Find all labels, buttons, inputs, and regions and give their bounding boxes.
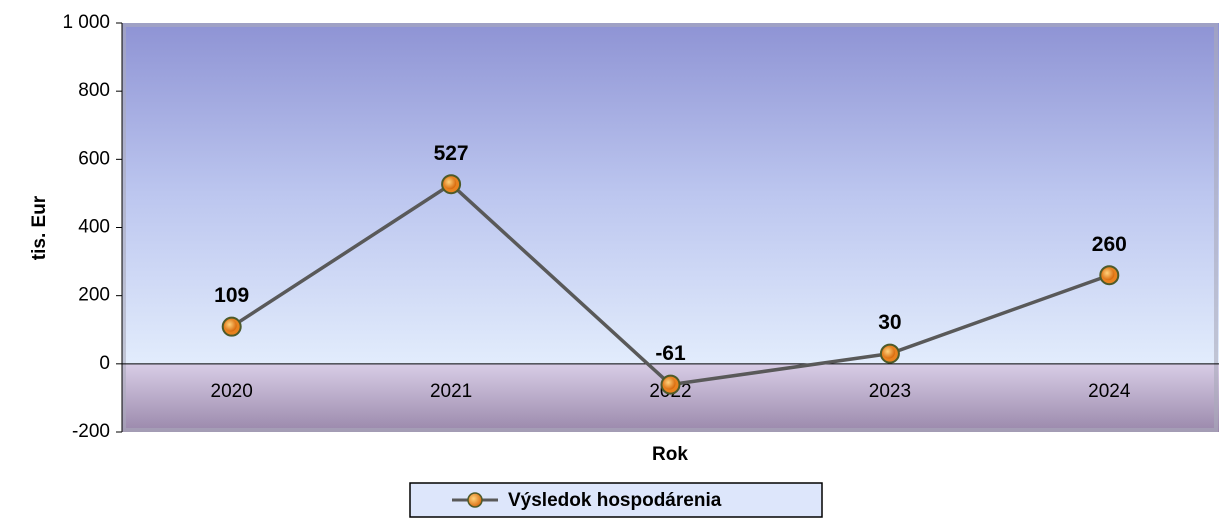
marker-highlight bbox=[444, 177, 457, 190]
y-tick-label: 400 bbox=[78, 217, 110, 238]
plot-area bbox=[121, 23, 1219, 432]
y-tick-label: 0 bbox=[99, 353, 110, 374]
data-label: 109 bbox=[214, 284, 249, 307]
legend-label: Výsledok hospodárenia bbox=[508, 490, 722, 511]
data-label: -61 bbox=[655, 342, 686, 365]
marker-highlight bbox=[224, 319, 237, 332]
y-tick-label: 800 bbox=[78, 80, 110, 101]
x-tick-label: 2023 bbox=[869, 381, 911, 402]
plot-frame bbox=[122, 23, 1218, 432]
y-axis-title: tis. Eur bbox=[29, 195, 50, 260]
data-label: 30 bbox=[878, 311, 901, 334]
x-tick-label: 2021 bbox=[430, 381, 472, 402]
marker-highlight bbox=[882, 346, 895, 359]
x-tick-label: 2020 bbox=[211, 381, 253, 402]
marker-highlight bbox=[663, 377, 676, 390]
plot-background bbox=[122, 23, 1219, 364]
y-tick-label: 600 bbox=[78, 148, 110, 169]
x-tick-label: 2024 bbox=[1088, 381, 1131, 402]
marker-highlight bbox=[1102, 268, 1115, 281]
data-label: 527 bbox=[434, 142, 469, 165]
data-label: 260 bbox=[1092, 233, 1127, 256]
y-tick-label: 200 bbox=[78, 285, 110, 306]
x-axis-title: Rok bbox=[652, 444, 688, 465]
y-tick-label: 1 000 bbox=[62, 12, 110, 33]
legend-marker bbox=[467, 492, 483, 508]
y-tick-label: -200 bbox=[72, 421, 110, 442]
